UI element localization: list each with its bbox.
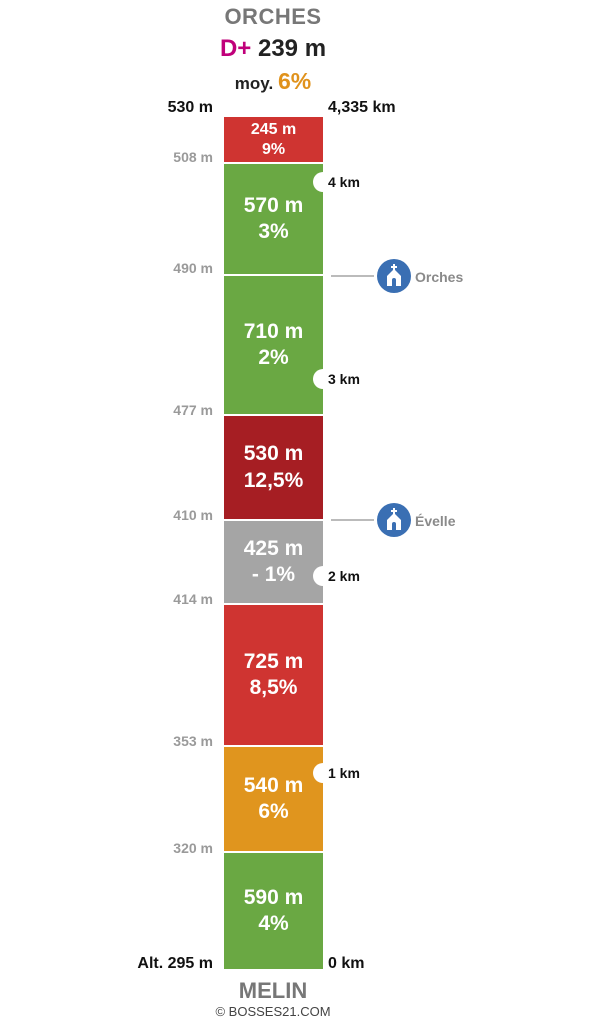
segment-4: 530 m 12,5% [224,416,323,519]
climb-top-name: ORCHES [224,4,322,29]
segment-grade: 4% [258,912,289,935]
km-marker: 2 km [328,568,360,584]
km-marker-notch [313,172,325,192]
climb-bottom-name: MELIN [238,978,308,1003]
segment-length: 245 m [250,120,297,138]
segment-length: 590 m [243,885,304,909]
segment-length: 425 m [243,536,304,560]
elevation-gain: D+ 239 m [0,35,546,63]
credit-text: © BOSSES21.COM [215,1004,331,1019]
segment-8: 590 m 4% [224,853,323,969]
poi-connector-line [331,275,374,277]
altitude-label: 414 m [173,591,213,607]
segment-2: 570 m 3% [224,164,323,274]
segment-grade: 12,5% [243,468,304,492]
segment-grade: 8,5% [249,676,298,699]
elevation-gain-prefix: D+ [219,35,252,62]
altitude-label: 508 m [173,149,213,165]
altitude-label: 410 m [173,507,213,523]
km-marker: 1 km [328,765,360,781]
segment-length: 570 m [243,193,304,217]
altitude-label: 320 m [173,840,213,856]
segment-grade: 6% [258,800,289,823]
segment-length: 710 m [243,319,304,343]
segment-length: 725 m [243,649,304,673]
church-icon [377,259,411,293]
average-grade-prefix: moy. [234,74,274,93]
km-marker: 3 km [328,371,360,387]
altitude-label: 353 m [173,733,213,749]
base-altitude-label: Alt. 295 m [137,955,213,972]
segment-length: 530 m [243,442,304,466]
segment-6: 725 m 8,5% [224,605,323,745]
average-grade: moy. 6% [0,68,546,95]
segment-grade: 9% [261,140,286,158]
segment-grade: 2% [258,346,289,369]
top-distance-label: 4,335 km [328,99,396,116]
km-marker-notch [313,369,325,389]
segment-grade: 3% [258,220,289,243]
top-altitude-label: 530 m [167,99,213,116]
segment-1: 245 m 9% [224,117,323,162]
segment-grade: - 1% [251,563,296,586]
segment-7: 540 m 6% [224,747,323,851]
altitude-label: 477 m [173,402,213,418]
average-grade-value: 6% [277,68,312,94]
poi-label-orches: Orches [415,269,464,285]
poi-label-evelle: Évelle [415,513,456,529]
church-icon [377,503,411,537]
km-marker-notch [313,566,325,586]
segment-5: 425 m - 1% [224,521,323,603]
elevation-gain-value: 239 m [257,35,327,62]
km-marker: 0 km [328,955,365,972]
segment-length: 540 m [243,773,304,797]
poi-connector-line [331,519,374,521]
km-marker: 4 km [328,174,360,190]
segment-3: 710 m 2% [224,276,323,414]
km-marker-notch [313,763,325,783]
altitude-label: 490 m [173,260,213,276]
